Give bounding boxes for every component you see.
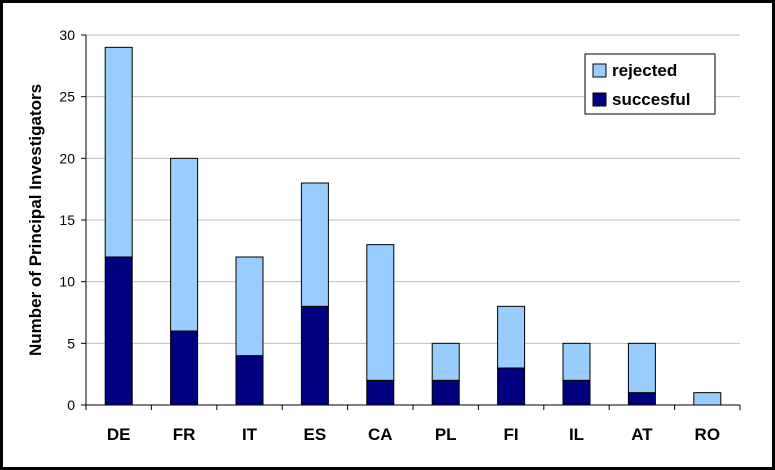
bar-rejected-de — [104, 46, 133, 258]
bar-succesful-it — [235, 355, 264, 406]
bar-rejected-fr — [170, 157, 199, 332]
x-category-label-fr: FR — [173, 425, 196, 444]
x-category-label-at: AT — [631, 425, 653, 444]
x-category-label-es: ES — [304, 425, 327, 444]
x-category-label-it: IT — [242, 425, 258, 444]
bar-rejected-es — [300, 182, 329, 307]
bar-rejected-at — [627, 342, 656, 394]
legend-box — [584, 53, 716, 115]
y-tick-label: 20 — [59, 150, 75, 166]
x-category-label-il: IL — [569, 425, 584, 444]
y-tick-label: 30 — [59, 27, 75, 43]
x-category-label-ca: CA — [368, 425, 393, 444]
y-tick-label: 25 — [59, 89, 75, 105]
y-axis-title: Number of Principal Investigators — [26, 84, 45, 356]
y-tick-label: 10 — [59, 274, 75, 290]
bar-succesful-il — [562, 379, 591, 406]
legend: rejected succesful — [584, 53, 716, 115]
bar-rejected-it — [235, 256, 264, 357]
legend-label-rejected: rejected — [612, 61, 677, 80]
y-tick-label: 0 — [67, 397, 75, 413]
bar-succesful-pl — [431, 379, 460, 406]
bar-succesful-es — [300, 305, 329, 406]
y-tick-label: 5 — [67, 335, 75, 351]
bar-rejected-il — [562, 342, 591, 381]
bar-rejected-fi — [497, 305, 526, 369]
bar-rejected-pl — [431, 342, 460, 381]
bar-succesful-fr — [170, 330, 199, 406]
bar-succesful-ca — [366, 379, 395, 406]
x-category-label-ro: RO — [695, 425, 721, 444]
x-category-label-de: DE — [107, 425, 131, 444]
legend-swatch-succesful — [592, 92, 607, 107]
y-tick-label: 15 — [59, 212, 75, 228]
x-category-label-pl: PL — [435, 425, 457, 444]
axes: 0 5 10 15 20 25 30 DE FR IT ES CA PL FI IL AT RO — [59, 27, 741, 444]
x-category-label-fi: FI — [504, 425, 519, 444]
bar-succesful-de — [104, 256, 133, 406]
bar-rejected-ca — [366, 244, 395, 381]
legend-swatch-rejected — [592, 63, 607, 78]
bar-rejected-ro — [693, 392, 722, 406]
bar-succesful-fi — [497, 367, 526, 406]
legend-label-succesful: succesful — [612, 90, 690, 109]
bar-succesful-at — [627, 392, 656, 406]
bars — [104, 46, 722, 406]
